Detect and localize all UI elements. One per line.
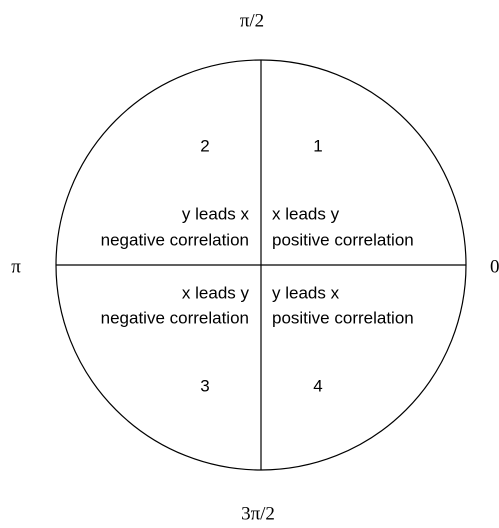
angle-label: 0	[490, 256, 499, 277]
angle-label: π	[11, 256, 21, 277]
angle-label: π/2	[240, 10, 264, 31]
quadrant-text: y leads x	[182, 204, 250, 223]
quadrant-text: positive correlation	[272, 230, 414, 249]
quadrant-number: 4	[313, 376, 322, 395]
quadrant-text: y leads x	[272, 283, 340, 302]
angle-label: 3π/2	[241, 503, 275, 524]
quadrant-text: positive correlation	[272, 308, 414, 327]
quadrant-text: negative correlation	[101, 308, 249, 327]
quadrant-number: 1	[313, 136, 322, 155]
quadrant-text: x leads y	[272, 204, 340, 223]
quadrant-text: x leads y	[182, 283, 250, 302]
quadrant-number: 3	[200, 376, 209, 395]
quadrant-number: 2	[200, 136, 209, 155]
quadrant-text: negative correlation	[101, 230, 249, 249]
